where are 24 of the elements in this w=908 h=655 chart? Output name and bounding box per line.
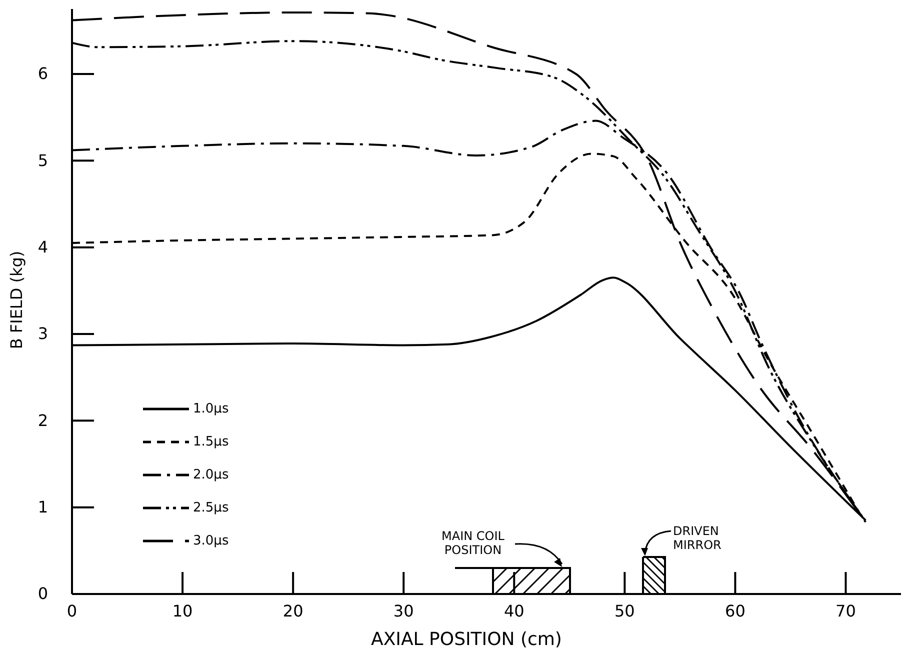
x-axis-title: AXIAL POSITION (cm) — [371, 629, 562, 650]
x-tick-label: 50 — [614, 601, 635, 620]
y-tick-label: 0 — [38, 584, 48, 604]
legend-label: 1.0μs — [193, 402, 229, 416]
y-tick-label: 2 — [38, 410, 48, 430]
legend-label: 2.0μs — [193, 468, 229, 482]
annotation: MAIN COIL POSITION — [442, 529, 505, 557]
y-tick-label: 1 — [38, 497, 48, 516]
y-tick-label: 6 — [38, 64, 48, 84]
y-axis-title: B FIELD (kg) — [7, 250, 26, 350]
x-tick-label: 30 — [393, 601, 414, 620]
x-tick-label: 20 — [282, 601, 304, 620]
y-tick-label: 5 — [38, 150, 48, 170]
legend-label: 3.0μs — [193, 534, 229, 548]
x-tick-label: 10 — [172, 601, 193, 620]
x-tick-label: 40 — [504, 601, 524, 620]
x-tick-label: 60 — [725, 601, 746, 620]
y-tick-label: 3 — [38, 324, 48, 344]
x-tick-label: 0 — [66, 601, 78, 620]
x-tick-label: 70 — [836, 601, 856, 620]
y-tick-label: 4 — [38, 237, 48, 256]
legend-label: 1.5μs — [193, 434, 229, 450]
annotation: DRIVEN MIRROR — [673, 524, 722, 552]
legend-label: 2.5μs — [193, 500, 229, 516]
